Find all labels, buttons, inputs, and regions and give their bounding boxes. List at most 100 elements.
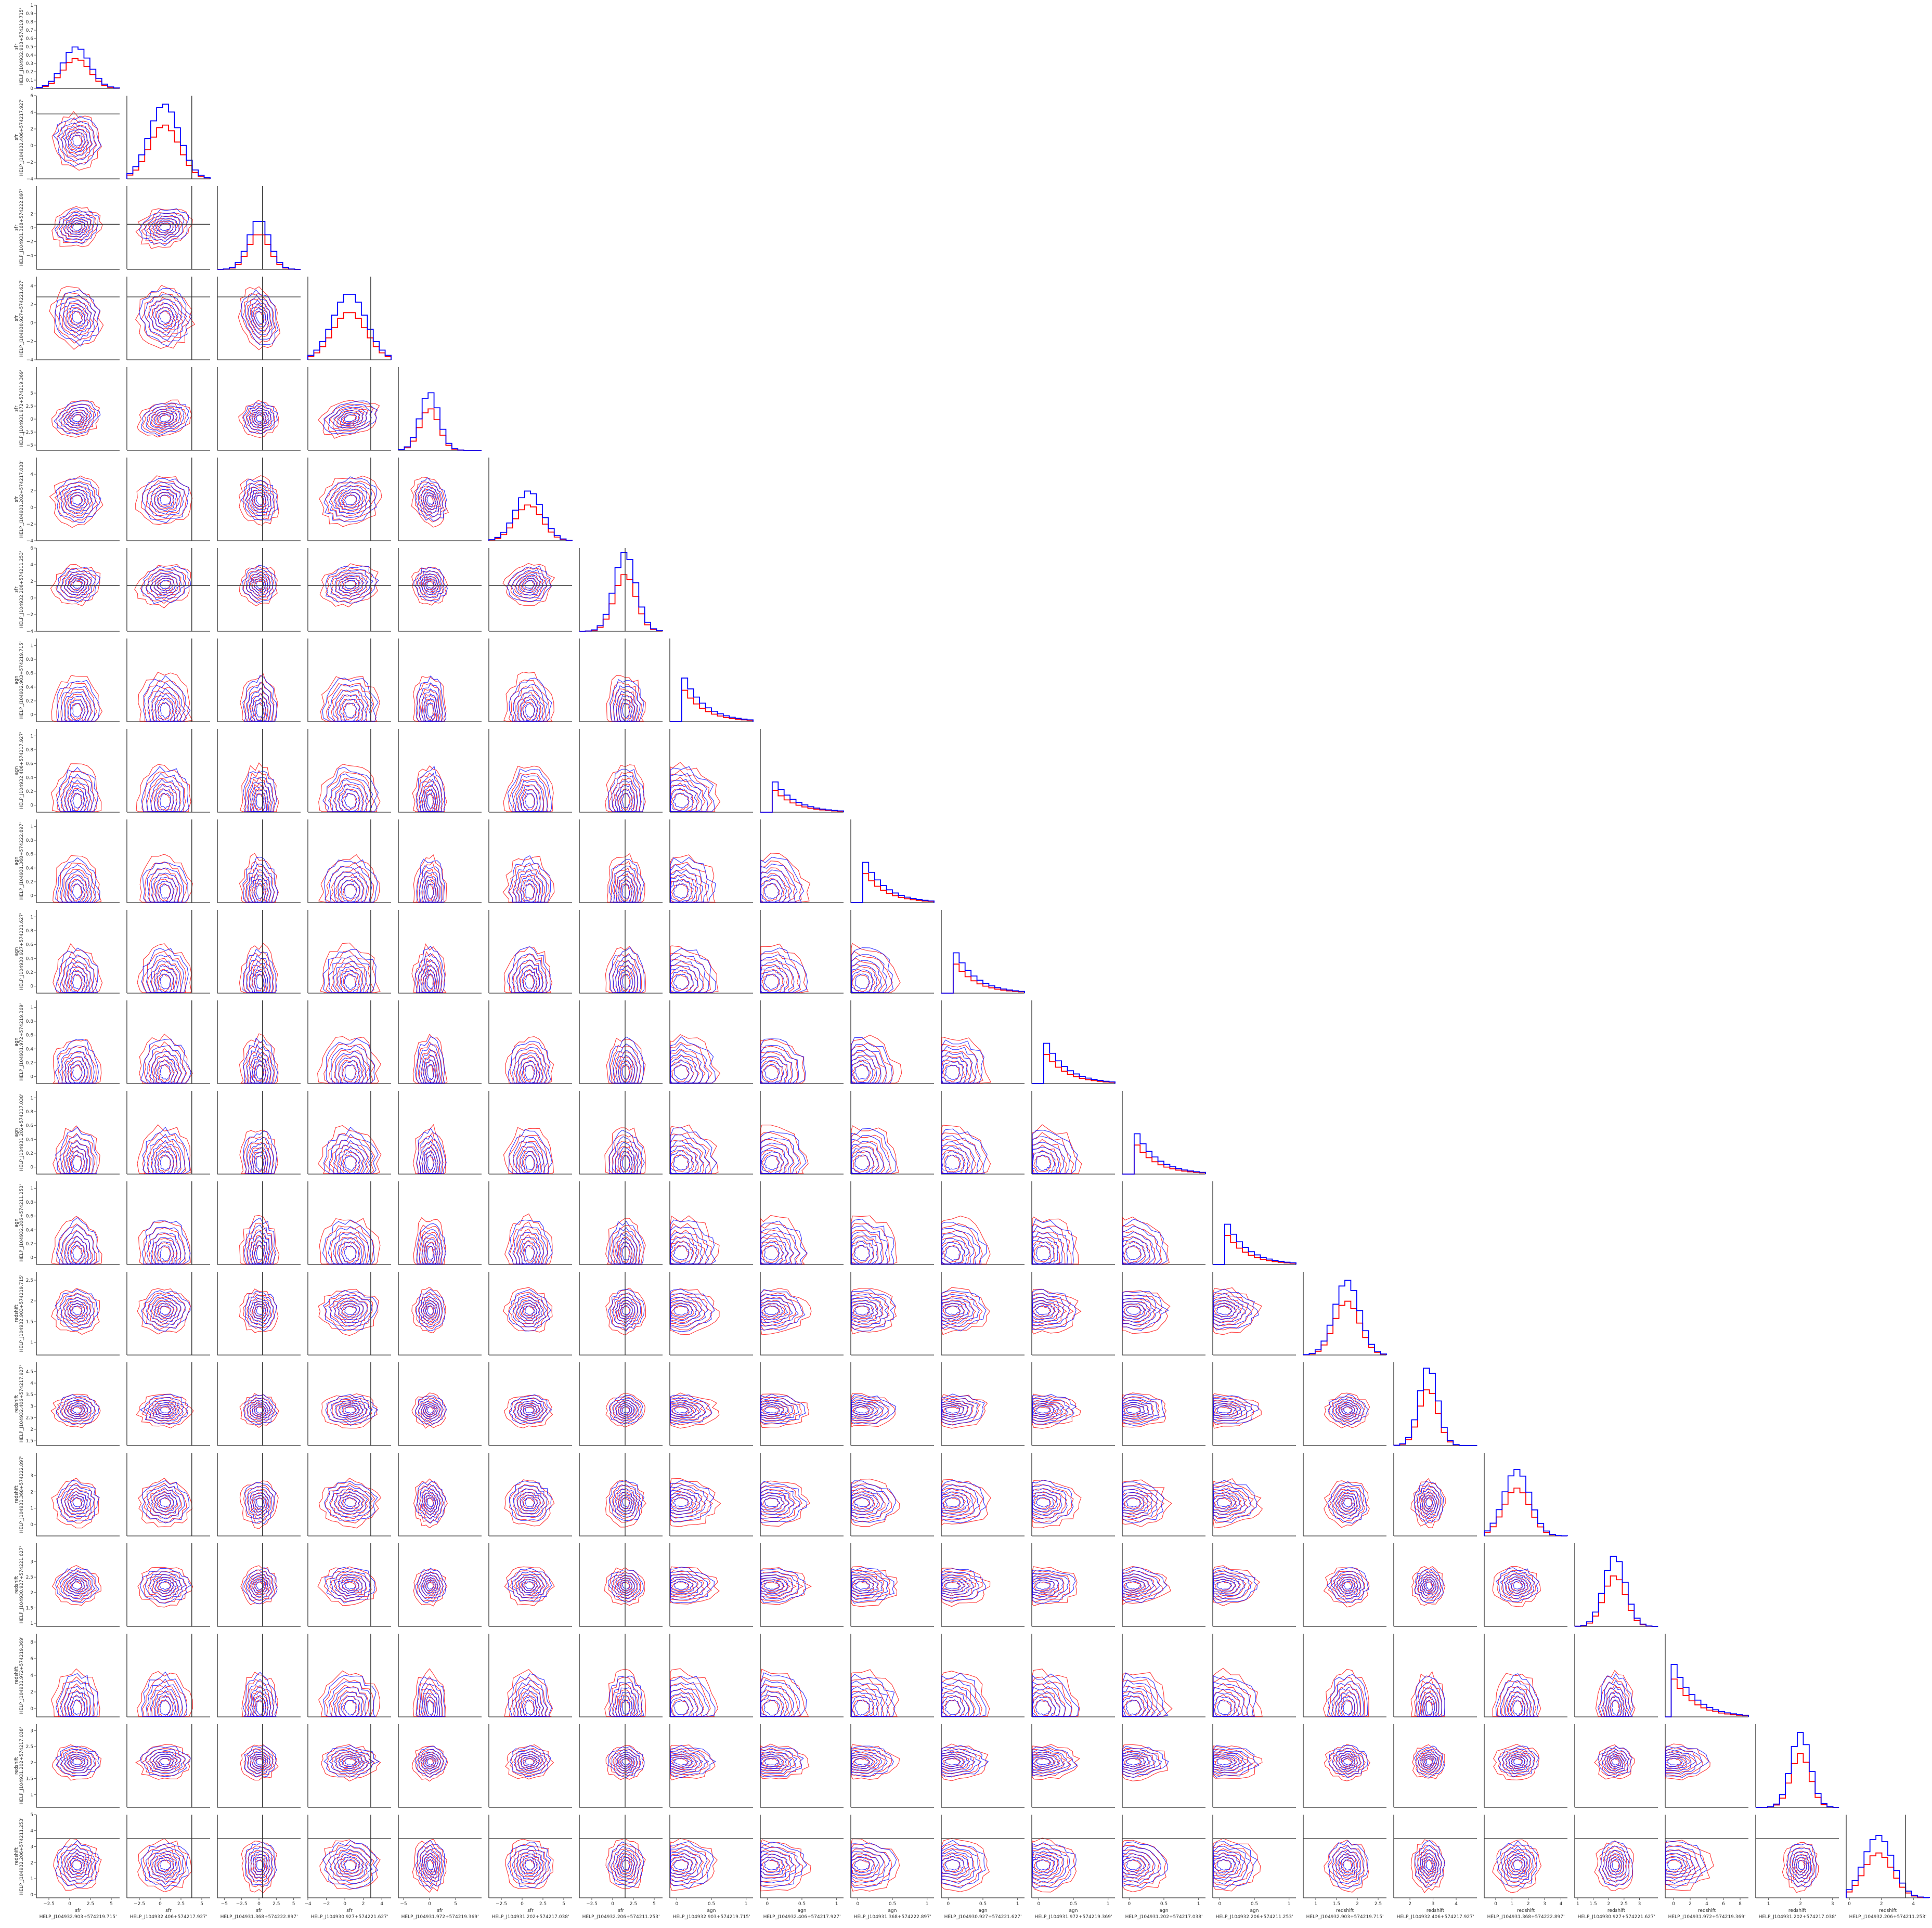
contour-red-0	[1032, 1216, 1079, 1265]
contour-blue-3	[518, 1853, 540, 1877]
contour-red-1	[508, 773, 549, 812]
y-axis-source: HELP_J104931.202+574217.038'	[19, 1727, 24, 1805]
contour-red-0	[239, 1393, 280, 1428]
contour-red-3	[151, 1300, 177, 1323]
contour-blue-4	[425, 491, 437, 508]
contour-blue-5	[673, 1154, 690, 1170]
contour-red-5	[425, 973, 434, 992]
contour-red-0	[605, 1838, 646, 1890]
y-tick-label: 0.2	[26, 1061, 33, 1066]
contour-blue-2	[62, 125, 93, 158]
contour-blue-2	[515, 1574, 544, 1596]
x-tick-label: 2	[1689, 1901, 1692, 1907]
panel-17-7	[669, 1543, 753, 1627]
contour-red-0	[851, 943, 901, 993]
contour-blue-2	[250, 1489, 270, 1516]
contour-red-0	[51, 1565, 101, 1606]
contour-red-5	[761, 1859, 781, 1872]
contour-blue-3	[1032, 1236, 1058, 1265]
contour-blue-3	[152, 1402, 177, 1417]
contour-blue-3	[153, 1577, 178, 1595]
contour-red-1	[56, 117, 97, 165]
contour-blue-5	[71, 413, 83, 422]
contour-blue-2	[249, 1573, 271, 1597]
contour-blue-4	[1213, 1404, 1237, 1415]
contour-blue-2	[515, 1850, 543, 1880]
contour-blue-4	[522, 878, 538, 903]
x-axis-source: HELP_J104932.406+574217.927'	[130, 1914, 208, 1920]
contour-blue-4	[69, 879, 86, 903]
x-axis-source: HELP_J104932.206+574211.253'	[582, 1914, 660, 1920]
y-tick-label: 0.2	[26, 699, 33, 704]
contour-red-2	[247, 1489, 271, 1520]
contour-blue-2	[334, 1400, 368, 1420]
contour-blue-4	[760, 1494, 785, 1510]
y-tick-label: 8	[30, 1640, 33, 1645]
y-tick-label: −4	[27, 253, 34, 258]
contour-blue-3	[423, 1754, 439, 1770]
hist-red	[126, 124, 211, 179]
contour-blue-3	[153, 965, 177, 993]
contour-blue-4	[941, 1242, 965, 1265]
contour-blue-2	[517, 1751, 543, 1771]
contour-blue-4	[851, 1150, 875, 1174]
panel-6-2	[217, 548, 301, 632]
contour-blue-3	[67, 1235, 88, 1265]
contour-blue-3	[520, 694, 541, 722]
contour-red-0	[505, 1744, 554, 1780]
contour-blue-5	[621, 1245, 631, 1261]
contour-red-2	[245, 298, 273, 338]
panel-10-8	[760, 910, 844, 994]
contour-blue-1	[418, 1571, 444, 1600]
contour-blue-4	[424, 969, 436, 993]
contour-red-1	[143, 680, 187, 722]
x-axis-quantity: redshift	[1879, 1908, 1897, 1913]
contour-blue-0	[244, 1842, 277, 1886]
x-tick-label: 0.5	[798, 1901, 806, 1907]
y-tick-label: 0.3	[26, 61, 33, 67]
contour-red-3	[615, 1852, 636, 1878]
contour-blue-5	[1035, 1305, 1051, 1315]
y-tick-label: 4.5	[26, 1370, 33, 1375]
contour-blue-2	[63, 1574, 92, 1597]
contour-blue-3	[423, 875, 438, 903]
contour-blue-5	[344, 1305, 357, 1315]
contour-red-1	[141, 771, 186, 812]
contour-blue-5	[525, 1699, 535, 1716]
contour-blue-3	[338, 1576, 363, 1595]
contour-blue-5	[427, 1305, 434, 1315]
panel-12-2	[217, 1091, 301, 1175]
contour-red-1	[760, 1485, 802, 1522]
contour-red-2	[146, 485, 183, 516]
panel-2-1	[126, 186, 210, 270]
contour-blue-5	[524, 1859, 535, 1871]
contour-red-5	[620, 883, 630, 902]
contour-red-1	[510, 1748, 549, 1776]
contour-blue-0	[140, 1842, 189, 1890]
contour-blue-4	[619, 1151, 633, 1174]
contour-blue-1	[417, 570, 445, 598]
contour-blue-1	[1601, 1749, 1629, 1775]
contour-blue-4	[851, 1494, 875, 1510]
y-tick-label: 3.5	[26, 1392, 33, 1398]
contour-blue-5	[427, 1154, 435, 1171]
contour-blue-5	[1343, 1497, 1353, 1508]
contour-blue-5	[673, 1581, 689, 1590]
contour-red-1	[243, 569, 274, 603]
x-tick-label: 0	[257, 1901, 261, 1907]
contour-blue-3	[423, 1402, 439, 1418]
y-tick-label: 4	[30, 1829, 33, 1834]
contour-blue-4	[670, 970, 694, 993]
x-axis-source: HELP_J104930.927+574221.627'	[1578, 1914, 1655, 1920]
contour-blue-4	[424, 1059, 436, 1084]
contour-blue-1	[146, 482, 185, 518]
contour-blue-4	[156, 1404, 174, 1415]
contour-blue-3	[67, 1491, 88, 1512]
y-tick-label: 1.5	[26, 1320, 33, 1325]
panel-16-2	[217, 1453, 301, 1536]
y-tick-label: 4	[30, 1673, 33, 1678]
